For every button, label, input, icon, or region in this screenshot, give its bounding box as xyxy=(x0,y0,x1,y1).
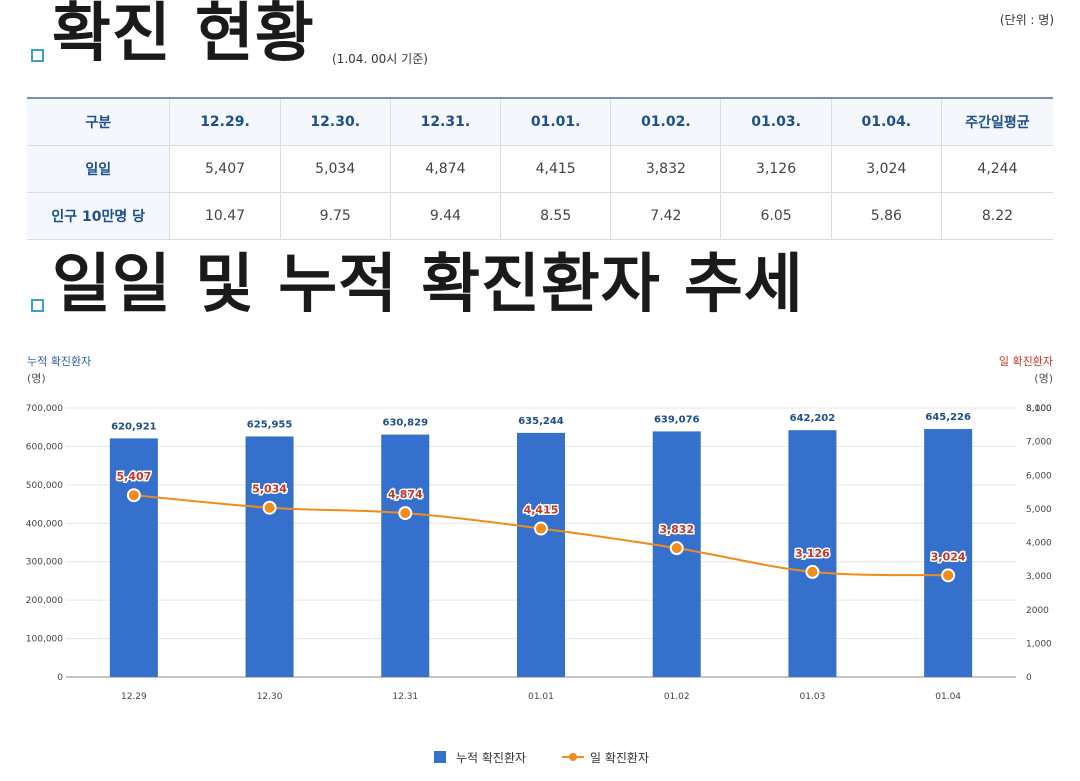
bar-value-label: 630,829 xyxy=(383,418,429,429)
left-axis-tick: 600,000 xyxy=(26,442,63,452)
right-axis-tick: 0 xyxy=(1026,673,1032,683)
table-cell: 4,244 xyxy=(940,145,1053,193)
right-axis-tick: 6,000 xyxy=(1026,471,1052,481)
bar xyxy=(788,430,837,677)
status-table: 구분 12.29. 12.30. 12.31. 01.01. 01.02. 01.03. 01… xyxy=(27,97,1053,240)
table-cell: 8.22 xyxy=(940,192,1053,240)
table-cell: 5.86 xyxy=(830,192,942,240)
table-cell: 3,126 xyxy=(720,145,832,193)
x-axis-tick: 01.02 xyxy=(664,692,690,702)
bar xyxy=(381,434,430,677)
section-title-trend: 일일 및 누적 확진환자 추세 xyxy=(52,248,804,322)
x-axis-tick: 12.30 xyxy=(257,692,283,702)
right-axis-tick: 8,000 xyxy=(1026,404,1052,414)
table-cell: 5,407 xyxy=(169,145,281,193)
line-point xyxy=(534,521,548,536)
bar xyxy=(517,432,565,677)
line-point xyxy=(941,568,956,583)
line-value-label: 3,126 xyxy=(795,547,830,560)
line-point xyxy=(126,488,141,503)
right-axis-tick: 1,000 xyxy=(1026,639,1052,649)
bar-value-label: 642,202 xyxy=(790,413,836,424)
bar xyxy=(924,429,973,677)
section-bullet-icon xyxy=(31,49,44,62)
right-axis-unit: (명) xyxy=(1034,372,1053,385)
line-point xyxy=(398,506,413,521)
line-point xyxy=(805,564,820,579)
line-value-label: 5,034 xyxy=(252,483,287,496)
table-cell: 3,024 xyxy=(830,145,942,193)
table-cell: 9.44 xyxy=(389,192,502,240)
x-axis-tick: 12.31 xyxy=(392,692,418,702)
bar xyxy=(245,436,294,677)
table-row-label: 일일 xyxy=(27,145,171,193)
left-axis-tick: 200,000 xyxy=(26,596,63,606)
bar-value-label: 645,226 xyxy=(925,412,971,423)
line-value-label: 4,415 xyxy=(524,504,559,517)
line-value-label: 4,874 xyxy=(388,488,423,501)
right-axis-tick: 4,000 xyxy=(1026,539,1052,549)
line-value-label: 3,832 xyxy=(659,523,694,536)
table-row: 인구 10만명 당 10.47 9.75 9.44 8.55 7.42 6.05 5.86 8.… xyxy=(27,192,1053,240)
table-header-category: 구분 xyxy=(27,97,171,146)
table-cell: 4,874 xyxy=(389,145,502,193)
line-point xyxy=(262,500,277,515)
bar xyxy=(109,438,158,677)
bar-value-label: 625,955 xyxy=(247,419,293,430)
bar-value-label: 635,244 xyxy=(518,416,564,427)
right-axis-tick: 3,000 xyxy=(1026,572,1052,582)
right-axis-tick: 7,000 xyxy=(1026,438,1052,448)
legend-swatch-bar xyxy=(434,751,446,763)
table-cell: 4,415 xyxy=(500,145,612,193)
table-header-row: 구분 12.29. 12.30. 12.31. 01.01. 01.02. 01.03. 01… xyxy=(27,97,1053,146)
right-axis-title: 일 확진환자 xyxy=(999,354,1053,368)
trend-chart: 누적 확진환자 (명) 일 확진환자 (명) 0 100,000 200,000 300,00… xyxy=(26,354,1053,765)
table-cell: 5,034 xyxy=(279,145,391,193)
section-title-status: 확진 현황 xyxy=(52,0,315,71)
x-axis-tick: 01.01 xyxy=(528,692,554,702)
line-value-label: 5,407 xyxy=(116,470,151,483)
table-cell: 10.47 xyxy=(169,192,281,240)
table-header-cell: 01.04. xyxy=(830,97,942,146)
left-axis-tick: 300,000 xyxy=(26,558,63,568)
left-axis-tick: 100,000 xyxy=(26,635,63,645)
left-axis-title: 누적 확진환자 xyxy=(27,355,91,368)
table-header-cell: 12.31. xyxy=(389,97,502,146)
table-header-cell: 01.03. xyxy=(720,97,832,146)
x-axis-tick: 12.29 xyxy=(121,692,147,702)
table-cell: 7.42 xyxy=(610,192,722,240)
table-cell: 8.55 xyxy=(500,192,612,240)
left-axis-tick: 0 xyxy=(57,673,63,683)
bar-value-label: 639,076 xyxy=(654,414,700,425)
left-axis-tick: 700,000 xyxy=(26,404,63,414)
table-header-cell: 01.02. xyxy=(610,97,722,146)
legend-label-line: 일 확진환자 xyxy=(590,751,649,765)
x-axis-tick: 01.04 xyxy=(935,692,961,702)
legend-swatch-marker xyxy=(569,753,577,761)
table-header-cell: 주간일평균 xyxy=(940,97,1053,146)
table-header-cell: 12.30. xyxy=(279,97,391,146)
left-axis-tick: 400,000 xyxy=(26,519,63,529)
table-cell: 3,832 xyxy=(610,145,722,193)
table-row: 일일 5,407 5,034 4,874 4,415 3,832 3,126 3,024 4,2… xyxy=(27,145,1053,193)
line-point xyxy=(669,541,684,556)
unit-note: (단위 : 명) xyxy=(999,13,1054,27)
table-row-label: 인구 10만명 당 xyxy=(27,192,171,240)
right-axis-tick: 8,100 xyxy=(1026,404,1052,414)
left-axis-tick: 500,000 xyxy=(26,481,63,491)
bar-value-label: 620,921 xyxy=(111,421,157,432)
table-cell: 6.05 xyxy=(720,192,832,240)
right-axis-tick: 2000 xyxy=(1026,606,1049,616)
legend-label-bar: 누적 확진환자 xyxy=(456,751,526,765)
table-header-cell: 01.01. xyxy=(500,97,612,146)
basis-note: (1.04. 00시 기준) xyxy=(332,52,428,66)
left-axis-unit: (명) xyxy=(27,372,46,385)
x-axis-tick: 01.03 xyxy=(800,692,826,702)
table-cell: 9.75 xyxy=(279,192,391,240)
table-header-cell: 12.29. xyxy=(169,97,281,146)
right-axis-tick: 5,000 xyxy=(1026,505,1052,515)
line-value-label: 3,024 xyxy=(931,550,966,563)
section-bullet-icon xyxy=(31,299,44,312)
